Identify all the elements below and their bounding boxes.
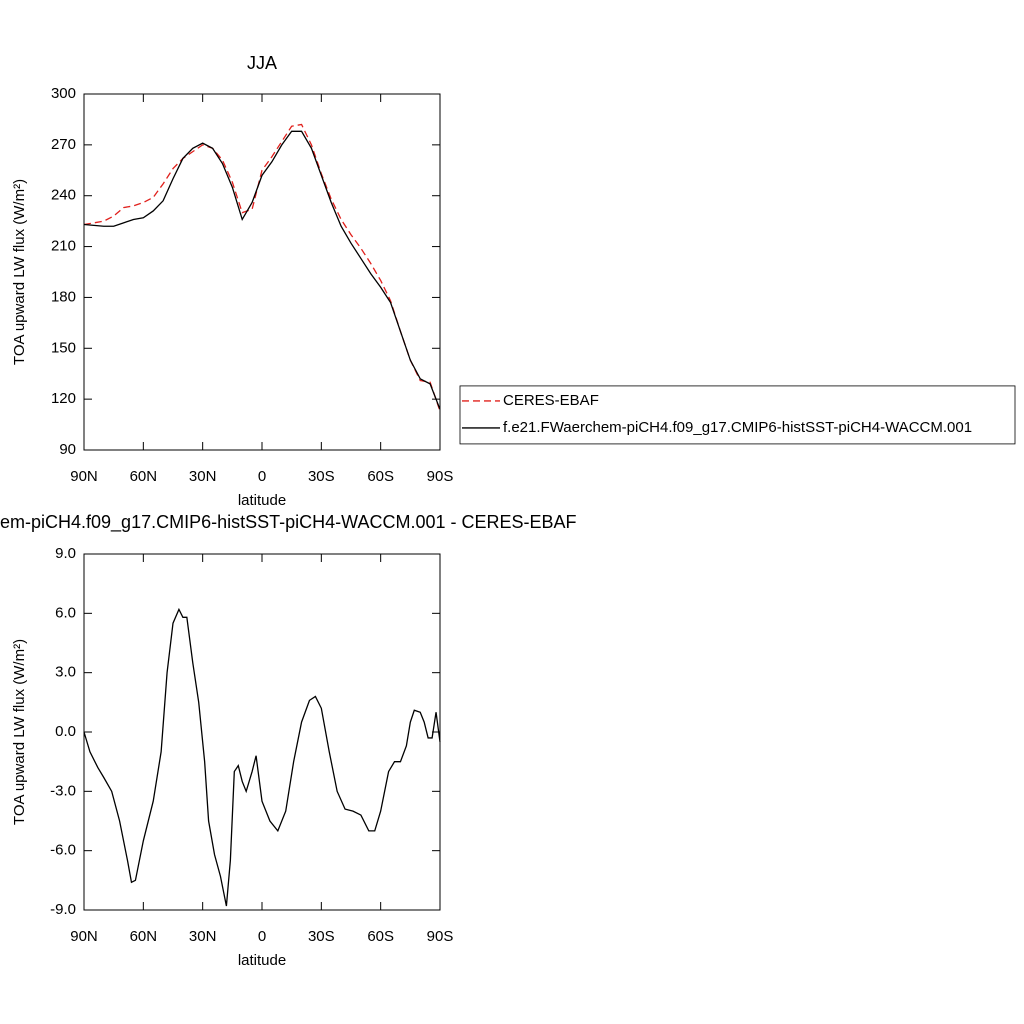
data-line: [83, 123, 441, 412]
y-tick-label: -6.0: [50, 842, 76, 859]
x-tick-label: 90N: [70, 468, 98, 485]
y-tick-label: 270: [51, 136, 76, 153]
y-tick-label: 210: [51, 238, 76, 255]
y-tick-label: 3.0: [55, 664, 76, 681]
chart-title: em-piCH4.f09_g17.CMIP6-histSST-piCH4-WAC…: [0, 512, 577, 533]
x-tick-label: 60S: [367, 468, 394, 485]
plot-frame: [83, 553, 441, 911]
data-line: [83, 607, 441, 907]
y-tick-label: 9.0: [55, 545, 76, 562]
plot-frame: [83, 93, 441, 451]
y-axis-label: TOA upward LW flux (W/m²): [11, 639, 28, 825]
x-axis-label: latitude: [238, 492, 286, 509]
x-tick-label: 60S: [367, 928, 394, 945]
y-tick-label: 90: [59, 441, 76, 458]
x-tick-label: 0: [258, 468, 266, 485]
x-tick-label: 30S: [308, 928, 335, 945]
x-tick-label: 90S: [427, 468, 454, 485]
y-tick-label: 0.0: [55, 723, 76, 740]
y-tick-label: 240: [51, 187, 76, 204]
x-tick-label: 30N: [189, 468, 217, 485]
x-tick-label: 90S: [427, 928, 454, 945]
x-tick-label: 60N: [130, 928, 158, 945]
x-tick-label: 90N: [70, 928, 98, 945]
y-tick-label: 300: [51, 85, 76, 102]
y-tick-label: 6.0: [55, 604, 76, 621]
x-axis-label: latitude: [238, 952, 286, 969]
legend-box: [459, 385, 1016, 445]
y-tick-label: 150: [51, 339, 76, 356]
x-tick-label: 60N: [130, 468, 158, 485]
y-tick-label: 180: [51, 288, 76, 305]
legend-label: CERES-EBAF: [503, 392, 599, 409]
y-axis-label: TOA upward LW flux (W/m²): [11, 179, 28, 365]
y-tick-label: -9.0: [50, 901, 76, 918]
x-tick-label: 30S: [308, 468, 335, 485]
chart-title: JJA: [247, 53, 277, 73]
y-tick-label: -3.0: [50, 782, 76, 799]
legend-label: f.e21.FWaerchem-piCH4.f09_g17.CMIP6-hist…: [503, 419, 972, 436]
data-line: [83, 130, 441, 410]
y-tick-label: 120: [51, 390, 76, 407]
x-tick-label: 0: [258, 928, 266, 945]
x-tick-label: 30N: [189, 928, 217, 945]
